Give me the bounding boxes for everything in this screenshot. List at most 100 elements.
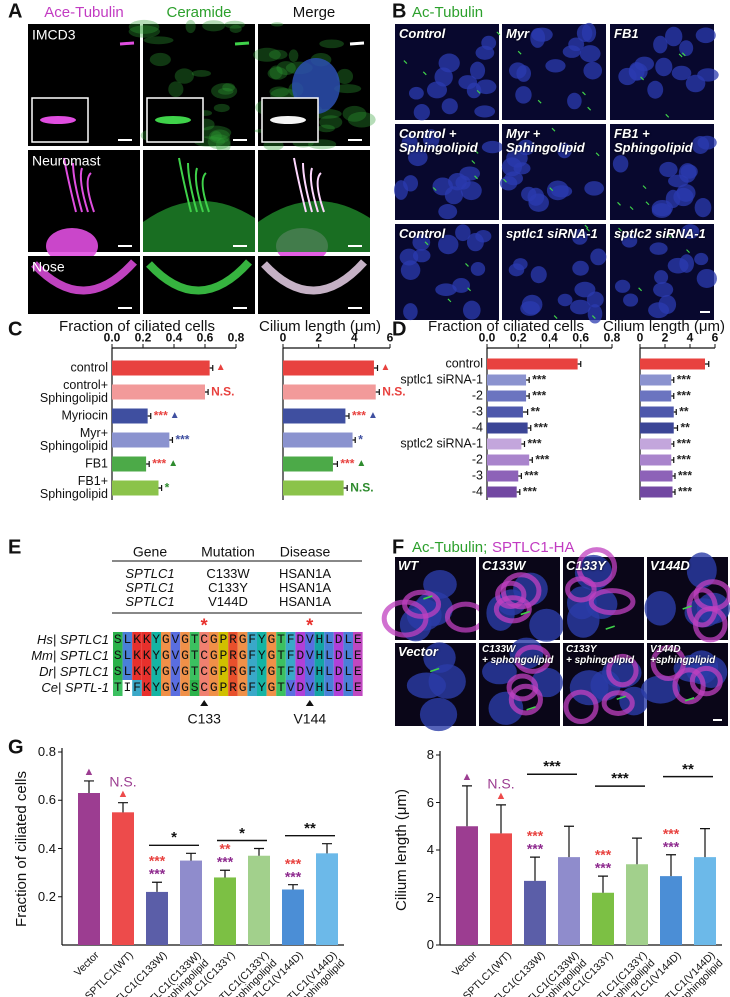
- tile-label: Control: [399, 26, 446, 41]
- micrograph: [143, 256, 255, 314]
- cilium: [681, 52, 686, 57]
- stain: [342, 105, 367, 122]
- cilium: [618, 227, 622, 232]
- comparison-label: **: [682, 760, 694, 778]
- error-bar: [345, 413, 350, 419]
- residue-cell: [353, 632, 363, 648]
- table-cell: V144D: [208, 594, 248, 610]
- category-label: -2: [471, 452, 483, 467]
- significance: N.S.: [211, 384, 235, 399]
- chart-title: Cilium length (μm): [603, 318, 725, 336]
- cilium: [520, 610, 531, 616]
- bar: [316, 853, 338, 945]
- chart-title: Fraction of ciliated cells: [428, 318, 584, 336]
- nucleus: [569, 299, 591, 315]
- cilium: [526, 706, 536, 711]
- error-bar: [671, 441, 675, 447]
- category-label: control: [70, 360, 108, 375]
- tile-label: C133W: [482, 558, 526, 573]
- bar: [640, 438, 672, 450]
- comparison-label: ***: [543, 758, 561, 776]
- bar: [146, 891, 168, 945]
- stain: [128, 25, 161, 38]
- ha-stain: [514, 644, 551, 674]
- error-bar: [220, 869, 230, 878]
- residue-cell: [122, 680, 133, 696]
- table-header: Mutation: [201, 543, 255, 560]
- stain: [217, 87, 234, 95]
- significance: N.S.: [350, 480, 374, 495]
- error-bar: [526, 393, 530, 399]
- sequence: SLKKYGVGTCGPRGFYGTFDVHLDLE: [113, 664, 364, 680]
- nucleus: [481, 140, 504, 154]
- stain: [215, 137, 231, 154]
- y-tick-label: 0.2: [37, 888, 56, 904]
- nucleus: [579, 45, 601, 63]
- residue-cell: [333, 664, 344, 680]
- nucleus: [474, 105, 496, 118]
- micrograph: [28, 256, 140, 314]
- nucleus: [581, 22, 597, 43]
- inset-cilium: [40, 116, 76, 124]
- residue-cell: [180, 648, 190, 664]
- residue-cell: [132, 632, 142, 648]
- residue-cell: [324, 632, 334, 648]
- site-arrow: [200, 700, 209, 706]
- residue-cell: [237, 664, 248, 680]
- cilium: [549, 187, 554, 192]
- nucleus: [545, 59, 566, 73]
- bar: [487, 358, 578, 370]
- residue-cell: [285, 648, 296, 664]
- error-bar: [254, 847, 264, 856]
- cilium: [429, 667, 440, 673]
- residue-cell: [199, 664, 209, 680]
- nucleus: [583, 61, 603, 80]
- category-label: FB1: [85, 456, 108, 471]
- stain: [229, 24, 242, 34]
- x-tick-label: 0.6: [196, 330, 214, 345]
- cilium: [605, 625, 615, 630]
- x-tick-label: 2: [661, 330, 669, 345]
- nucleus: [475, 45, 495, 60]
- nucleus: [438, 234, 459, 255]
- x-tick-label: 0.2: [509, 330, 527, 345]
- nucleus: [628, 61, 645, 81]
- residue-cell: [353, 680, 363, 696]
- bar: [112, 480, 159, 496]
- tile-label: C133W + sphongolipid: [482, 644, 554, 666]
- nucleus: [665, 189, 681, 209]
- panel-title: Ac-Tubulin;: [412, 539, 488, 557]
- ha-stain: [500, 572, 542, 610]
- residue-cell: [170, 648, 181, 664]
- column-header: Ceramide: [166, 4, 232, 22]
- stain: [347, 111, 376, 128]
- panel-title: Ac-Tubulin: [412, 4, 484, 22]
- residue-cell: [122, 664, 133, 680]
- significance: ***: [526, 827, 544, 844]
- nucleus: [422, 129, 440, 149]
- cilium: [587, 106, 592, 111]
- y-axis-label: Cilium length (μm): [393, 789, 411, 911]
- x-tick-label: 6: [386, 330, 394, 345]
- residue-cell: [180, 664, 190, 680]
- stain: [128, 19, 160, 34]
- bar: [112, 456, 147, 472]
- nucleus: [466, 82, 482, 99]
- significance: ▲: [461, 771, 473, 784]
- bar: [214, 877, 236, 945]
- bar: [283, 456, 333, 472]
- error-bar: [672, 489, 676, 495]
- category-label: -3: [471, 468, 483, 483]
- significance: ***: [594, 859, 612, 876]
- bar: [487, 406, 523, 418]
- significance: ***: [533, 420, 548, 435]
- nucleus: [452, 278, 471, 293]
- panel-label: E: [8, 536, 22, 559]
- nucleus: [571, 229, 588, 245]
- cilium: [178, 157, 192, 213]
- residue-cell: [333, 632, 344, 648]
- nucleus: [428, 664, 466, 699]
- error-bar: [673, 425, 679, 431]
- cilium: [640, 76, 644, 81]
